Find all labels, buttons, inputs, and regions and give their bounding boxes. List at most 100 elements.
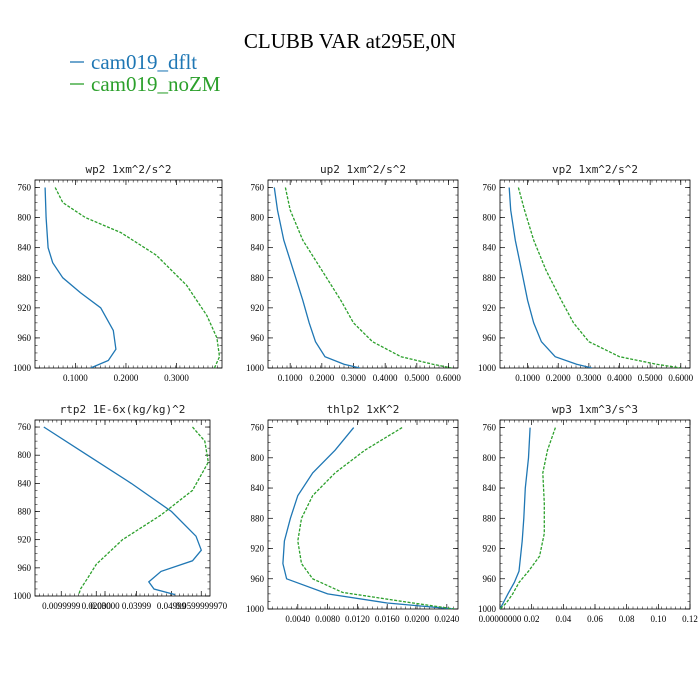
x-tick-label-wp2-0: 0.1000	[63, 373, 88, 383]
panel-thlp2: thlp2 1xK^2 760 800 840 880 920 960 1000 0.0040 0…	[246, 403, 460, 624]
series-line-rtp2-nozm	[78, 426, 209, 595]
x-tick-label-rtp2-2: 0.03000	[90, 601, 120, 611]
plot-frame-vp2	[499, 179, 691, 369]
y-tick-label-up2-800: 800	[251, 213, 265, 223]
x-tick-label-vp2-0: 0.1000	[515, 373, 540, 383]
y-tick-label-vp2-840: 840	[483, 243, 497, 253]
panel-title-up2: up2 1xm^2/s^2	[320, 163, 406, 176]
y-tick-label-rtp2-840: 840	[18, 478, 32, 488]
y-tick-label-wp2-760: 760	[18, 183, 32, 193]
y-tick-label-wp3-960: 960	[483, 574, 497, 584]
plot-frame-rtp2	[34, 419, 211, 597]
panel-title-vp2: vp2 1xm^2/s^2	[552, 163, 638, 176]
x-tick-label-rtp2-3: 0.03999	[122, 601, 152, 611]
y-tick-label-thlp2-840: 840	[251, 483, 265, 493]
series-line-vp2-nozm	[517, 187, 681, 368]
legend-label-nozm: cam019_noZM	[91, 72, 221, 96]
x-tick-label-rtp2-0: 0.0099999	[42, 601, 81, 611]
y-tick-label-rtp2-880: 880	[18, 507, 32, 517]
panel-wp3: wp3 1xm^3/s^3 760 800 840 880 920 960 10000.000…	[478, 403, 698, 624]
y-tick-label-wp2-960: 960	[18, 333, 32, 343]
series-line-up2-dflt	[273, 187, 360, 368]
panel-title-thlp2: thlp2 1xK^2	[327, 403, 400, 416]
legend-label-dflt: cam019_dflt	[91, 50, 197, 74]
y-tick-label-wp2-840: 840	[18, 243, 32, 253]
series-line-rtp2-dflt	[43, 426, 203, 596]
y-tick-label-wp2-880: 880	[18, 273, 32, 283]
legend: cam019_dflt cam019_noZM	[70, 50, 221, 96]
y-tick-label-wp3-880: 880	[483, 513, 497, 523]
series-line-thlp2-nozm	[297, 427, 455, 609]
y-tick-label-vp2-920: 920	[483, 303, 497, 313]
series-line-wp3-nozm	[500, 427, 557, 609]
x-tick-label-rtp2-1: 0.02000	[82, 601, 112, 611]
x-tick-label-vp2-2: 0.3000	[576, 373, 601, 383]
y-tick-label-vp2-760: 760	[483, 183, 497, 193]
x-tick-label-rtp2-5: 0.0599999970	[175, 601, 227, 611]
x-tick-label-wp2-1: 0.2000	[114, 373, 139, 383]
plot-frame-thlp2	[267, 419, 459, 610]
x-tick-label-vp2-1: 0.2000	[546, 373, 571, 383]
x-tick-label-vp2-5: 0.6000	[668, 373, 693, 383]
y-tick-label-up2-840: 840	[251, 243, 265, 253]
panels-grid: wp2 1xm^2/s^276080084088092096010000.100…	[13, 163, 698, 624]
x-tick-label-wp3-6: 0.12	[682, 614, 698, 624]
plot-frame-wp2	[34, 179, 223, 369]
y-tick-label-up2-880: 880	[251, 273, 265, 283]
series-line-wp3-dflt	[500, 427, 531, 609]
x-tick-label-up2-3: 0.4000	[373, 373, 398, 383]
panel-title-rtp2: rtp2 1E-6x(kg/kg)^2	[60, 403, 186, 416]
x-tick-label-up2-1: 0.2000	[309, 373, 334, 383]
y-tick-label-thlp2-880: 880	[251, 513, 265, 523]
panel-rtp2: rtp2 1E-6x(kg/kg)^2 760 800 840 880 920 960 100…	[13, 403, 228, 611]
y-tick-label-wp2-920: 920	[18, 303, 32, 313]
series-line-thlp2-dflt	[282, 427, 455, 609]
x-tick-label-wp3-5: 0.10	[650, 614, 666, 624]
x-tick-label-up2-4: 0.5000	[404, 373, 429, 383]
x-tick-label-thlp2-2: 0.0120	[345, 614, 370, 624]
x-tick-label-thlp2-3: 0.0160	[375, 614, 400, 624]
panel-title-wp3: wp3 1xm^3/s^3	[552, 403, 638, 416]
y-tick-label-wp2-1000: 1000	[13, 363, 32, 373]
y-tick-label-wp2-800: 800	[18, 213, 32, 223]
y-tick-label-rtp2-960: 960	[18, 563, 32, 573]
series-line-up2-nozm	[284, 187, 452, 368]
y-tick-label-thlp2-760: 760	[251, 423, 265, 433]
plot-frame-up2	[267, 179, 459, 369]
x-tick-label-thlp2-5: 0.0240	[434, 614, 459, 624]
x-tick-label-up2-0: 0.1000	[278, 373, 303, 383]
y-tick-label-thlp2-800: 800	[251, 453, 265, 463]
y-tick-label-thlp2-920: 920	[251, 544, 265, 554]
x-tick-label-thlp2-0: 0.0040	[285, 614, 310, 624]
y-tick-label-wp3-840: 840	[483, 483, 497, 493]
figure-title: CLUBB VAR at295E,0N	[244, 29, 456, 53]
x-tick-label-vp2-3: 0.4000	[607, 373, 632, 383]
y-tick-label-rtp2-1000: 1000	[13, 591, 32, 601]
panel-wp2: wp2 1xm^2/s^2 760 800 840 880 920 960 1000 0.100…	[13, 163, 223, 383]
x-tick-label-wp2-2: 0.3000	[164, 373, 189, 383]
panel-vp2: vp2 1xm^2/s^2 760 800 840 880 920 960 1000 0.100…	[478, 163, 694, 383]
series-line-wp2-dflt	[44, 187, 117, 368]
y-tick-label-up2-1000: 1000	[246, 363, 265, 373]
x-tick-label-vp2-4: 0.5000	[638, 373, 663, 383]
y-tick-label-vp2-960: 960	[483, 333, 497, 343]
y-tick-label-thlp2-960: 960	[251, 574, 265, 584]
x-tick-label-wp3-3: 0.06	[587, 614, 603, 624]
y-tick-label-rtp2-800: 800	[18, 450, 32, 460]
y-tick-label-vp2-1000: 1000	[478, 363, 497, 373]
series-line-wp2-nozm	[54, 187, 221, 368]
y-tick-label-wp3-1000: 1000	[478, 604, 497, 614]
x-tick-label-rtp2-4: 0.04999	[157, 601, 187, 611]
y-tick-label-wp3-800: 800	[483, 453, 497, 463]
y-tick-label-wp3-760: 760	[483, 423, 497, 433]
y-tick-label-thlp2-1000: 1000	[246, 604, 265, 614]
y-tick-label-rtp2-920: 920	[18, 535, 32, 545]
panel-title-wp2: wp2 1xm^2/s^2	[85, 163, 171, 176]
y-tick-label-wp3-920: 920	[483, 544, 497, 554]
y-tick-label-rtp2-760: 760	[18, 422, 32, 432]
x-tick-label-thlp2-4: 0.0200	[405, 614, 430, 624]
x-tick-label-up2-2: 0.3000	[341, 373, 366, 383]
y-tick-label-up2-920: 920	[251, 303, 265, 313]
panel-up2: up2 1xm^2/s^2 760 800 840 880 920 960 1000 0.100…	[246, 163, 461, 383]
